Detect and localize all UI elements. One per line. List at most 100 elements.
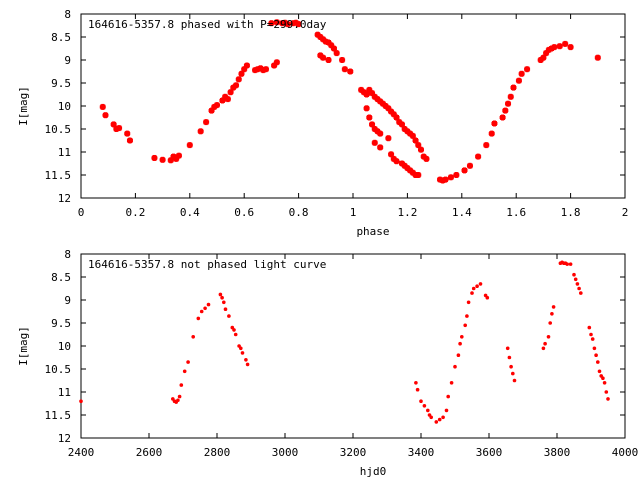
- data-point: [333, 50, 340, 57]
- data-point: [339, 57, 346, 63]
- x-tick-label: 0: [78, 206, 85, 219]
- data-point: [390, 111, 397, 118]
- data-point: [151, 154, 158, 161]
- data-point: [284, 21, 291, 28]
- data-point: [565, 262, 569, 266]
- data-point: [203, 119, 210, 126]
- data-point: [320, 36, 327, 43]
- data-point: [227, 314, 231, 318]
- data-point: [505, 346, 510, 351]
- data-point: [488, 130, 495, 137]
- data-point: [374, 128, 381, 135]
- data-point: [444, 408, 449, 413]
- data-point: [577, 286, 581, 291]
- x-tick-label: 0.6: [234, 206, 254, 219]
- data-point: [485, 295, 490, 300]
- data-point: [175, 152, 182, 159]
- x-tick-label: 1.6: [506, 206, 526, 219]
- data-point: [341, 66, 348, 73]
- x-tick-label: 4000: [612, 446, 639, 459]
- data-point: [441, 415, 445, 420]
- data-point: [102, 112, 109, 119]
- y-tick-label: 9: [64, 54, 71, 67]
- data-point: [360, 89, 367, 96]
- x-tick-label: 0.8: [289, 206, 309, 219]
- data-point: [233, 332, 238, 337]
- data-point: [594, 54, 601, 61]
- data-point: [456, 353, 461, 358]
- y-axis-label: I[mag]: [17, 86, 30, 126]
- data-point: [377, 130, 384, 137]
- series-points: [99, 19, 601, 184]
- y-tick-label: 8: [64, 248, 71, 261]
- data-point: [502, 107, 509, 114]
- x-tick-label: 3000: [272, 446, 299, 459]
- data-point: [199, 309, 204, 314]
- x-tick-label: 3800: [544, 446, 571, 459]
- data-point: [419, 399, 423, 404]
- data-point: [412, 137, 419, 144]
- data-point: [415, 172, 422, 178]
- data-point: [377, 144, 384, 151]
- data-point: [393, 114, 400, 121]
- data-point: [602, 381, 607, 385]
- data-point: [363, 105, 370, 112]
- data-point: [415, 387, 420, 392]
- chart-title: 164616-5357.8 phased with P=299.0day: [88, 18, 327, 31]
- data-point: [388, 108, 395, 115]
- data-point: [572, 272, 576, 277]
- data-point: [243, 62, 250, 69]
- y-tick-label: 9: [64, 294, 71, 307]
- data-point: [385, 135, 392, 142]
- data-point: [191, 335, 195, 339]
- data-point: [369, 90, 376, 97]
- data-point: [471, 286, 476, 291]
- data-point: [414, 381, 418, 385]
- data-point: [358, 86, 365, 93]
- data-point: [227, 89, 234, 96]
- data-point: [550, 312, 554, 316]
- data-point: [366, 114, 373, 121]
- data-point: [540, 54, 547, 61]
- data-point: [388, 151, 395, 158]
- data-point: [478, 282, 483, 286]
- data-point: [551, 305, 556, 309]
- data-point: [186, 142, 193, 149]
- data-point: [548, 321, 552, 325]
- data-point: [505, 100, 512, 107]
- data-point: [116, 125, 123, 132]
- data-point: [186, 360, 190, 364]
- data-point: [509, 364, 513, 369]
- data-point: [601, 376, 605, 381]
- data-point: [317, 34, 324, 40]
- data-point: [197, 128, 204, 135]
- y-tick-label: 11.5: [45, 409, 72, 422]
- y-axis-label: I[mag]: [17, 326, 30, 366]
- data-point: [241, 66, 248, 73]
- data-point: [173, 155, 180, 162]
- data-point: [429, 415, 434, 420]
- data-point: [262, 66, 269, 73]
- data-point: [507, 93, 514, 100]
- data-point: [245, 362, 250, 367]
- data-point: [379, 100, 386, 107]
- y-tick-label: 8: [64, 8, 71, 21]
- series-points: [79, 260, 610, 424]
- data-point: [470, 291, 474, 295]
- data-point: [434, 420, 439, 424]
- data-point: [292, 19, 299, 26]
- data-point: [203, 306, 207, 311]
- data-point: [460, 335, 464, 339]
- data-point: [208, 107, 215, 114]
- y-tick-label: 10.5: [45, 123, 72, 136]
- data-point: [466, 162, 473, 169]
- data-point: [268, 20, 275, 27]
- data-point: [366, 86, 373, 93]
- y-tick-label: 8.5: [51, 31, 71, 44]
- data-point: [579, 291, 583, 295]
- unphased-chart: 2400 2600 2800 3000 3200 3400 3600 3800 4000 8 8.5…: [17, 248, 638, 478]
- data-point: [597, 369, 602, 374]
- data-point: [499, 114, 506, 121]
- y-tick-label: 9.5: [51, 317, 71, 330]
